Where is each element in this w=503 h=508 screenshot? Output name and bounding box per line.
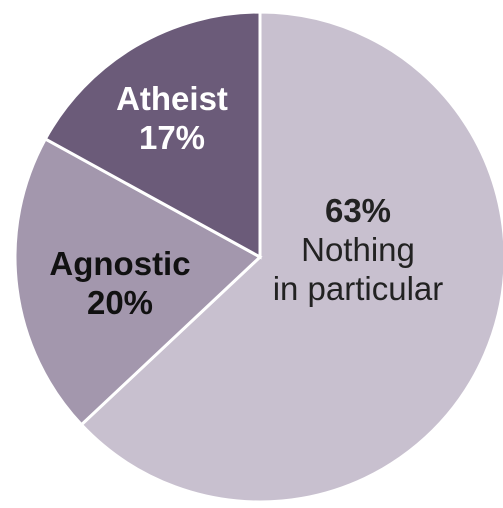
- data-label-name-atheist-0: Atheist: [116, 80, 228, 117]
- data-label-pct-agnostic: 20%: [87, 284, 153, 321]
- data-label-name-nothing-in-particular-1: Nothing: [301, 231, 415, 268]
- data-label-pct-nothing-in-particular: 63%: [325, 192, 391, 229]
- pie-slice-agnostic: [13, 136, 263, 427]
- pie-slice-nothing-in-particular: [79, 10, 503, 504]
- data-label-name-agnostic-0: Agnostic: [49, 245, 190, 282]
- data-label-name-nothing-in-particular-2: in particular: [273, 270, 444, 307]
- pie-slice-atheist: [43, 10, 262, 260]
- data-label-pct-atheist: 17%: [139, 119, 205, 156]
